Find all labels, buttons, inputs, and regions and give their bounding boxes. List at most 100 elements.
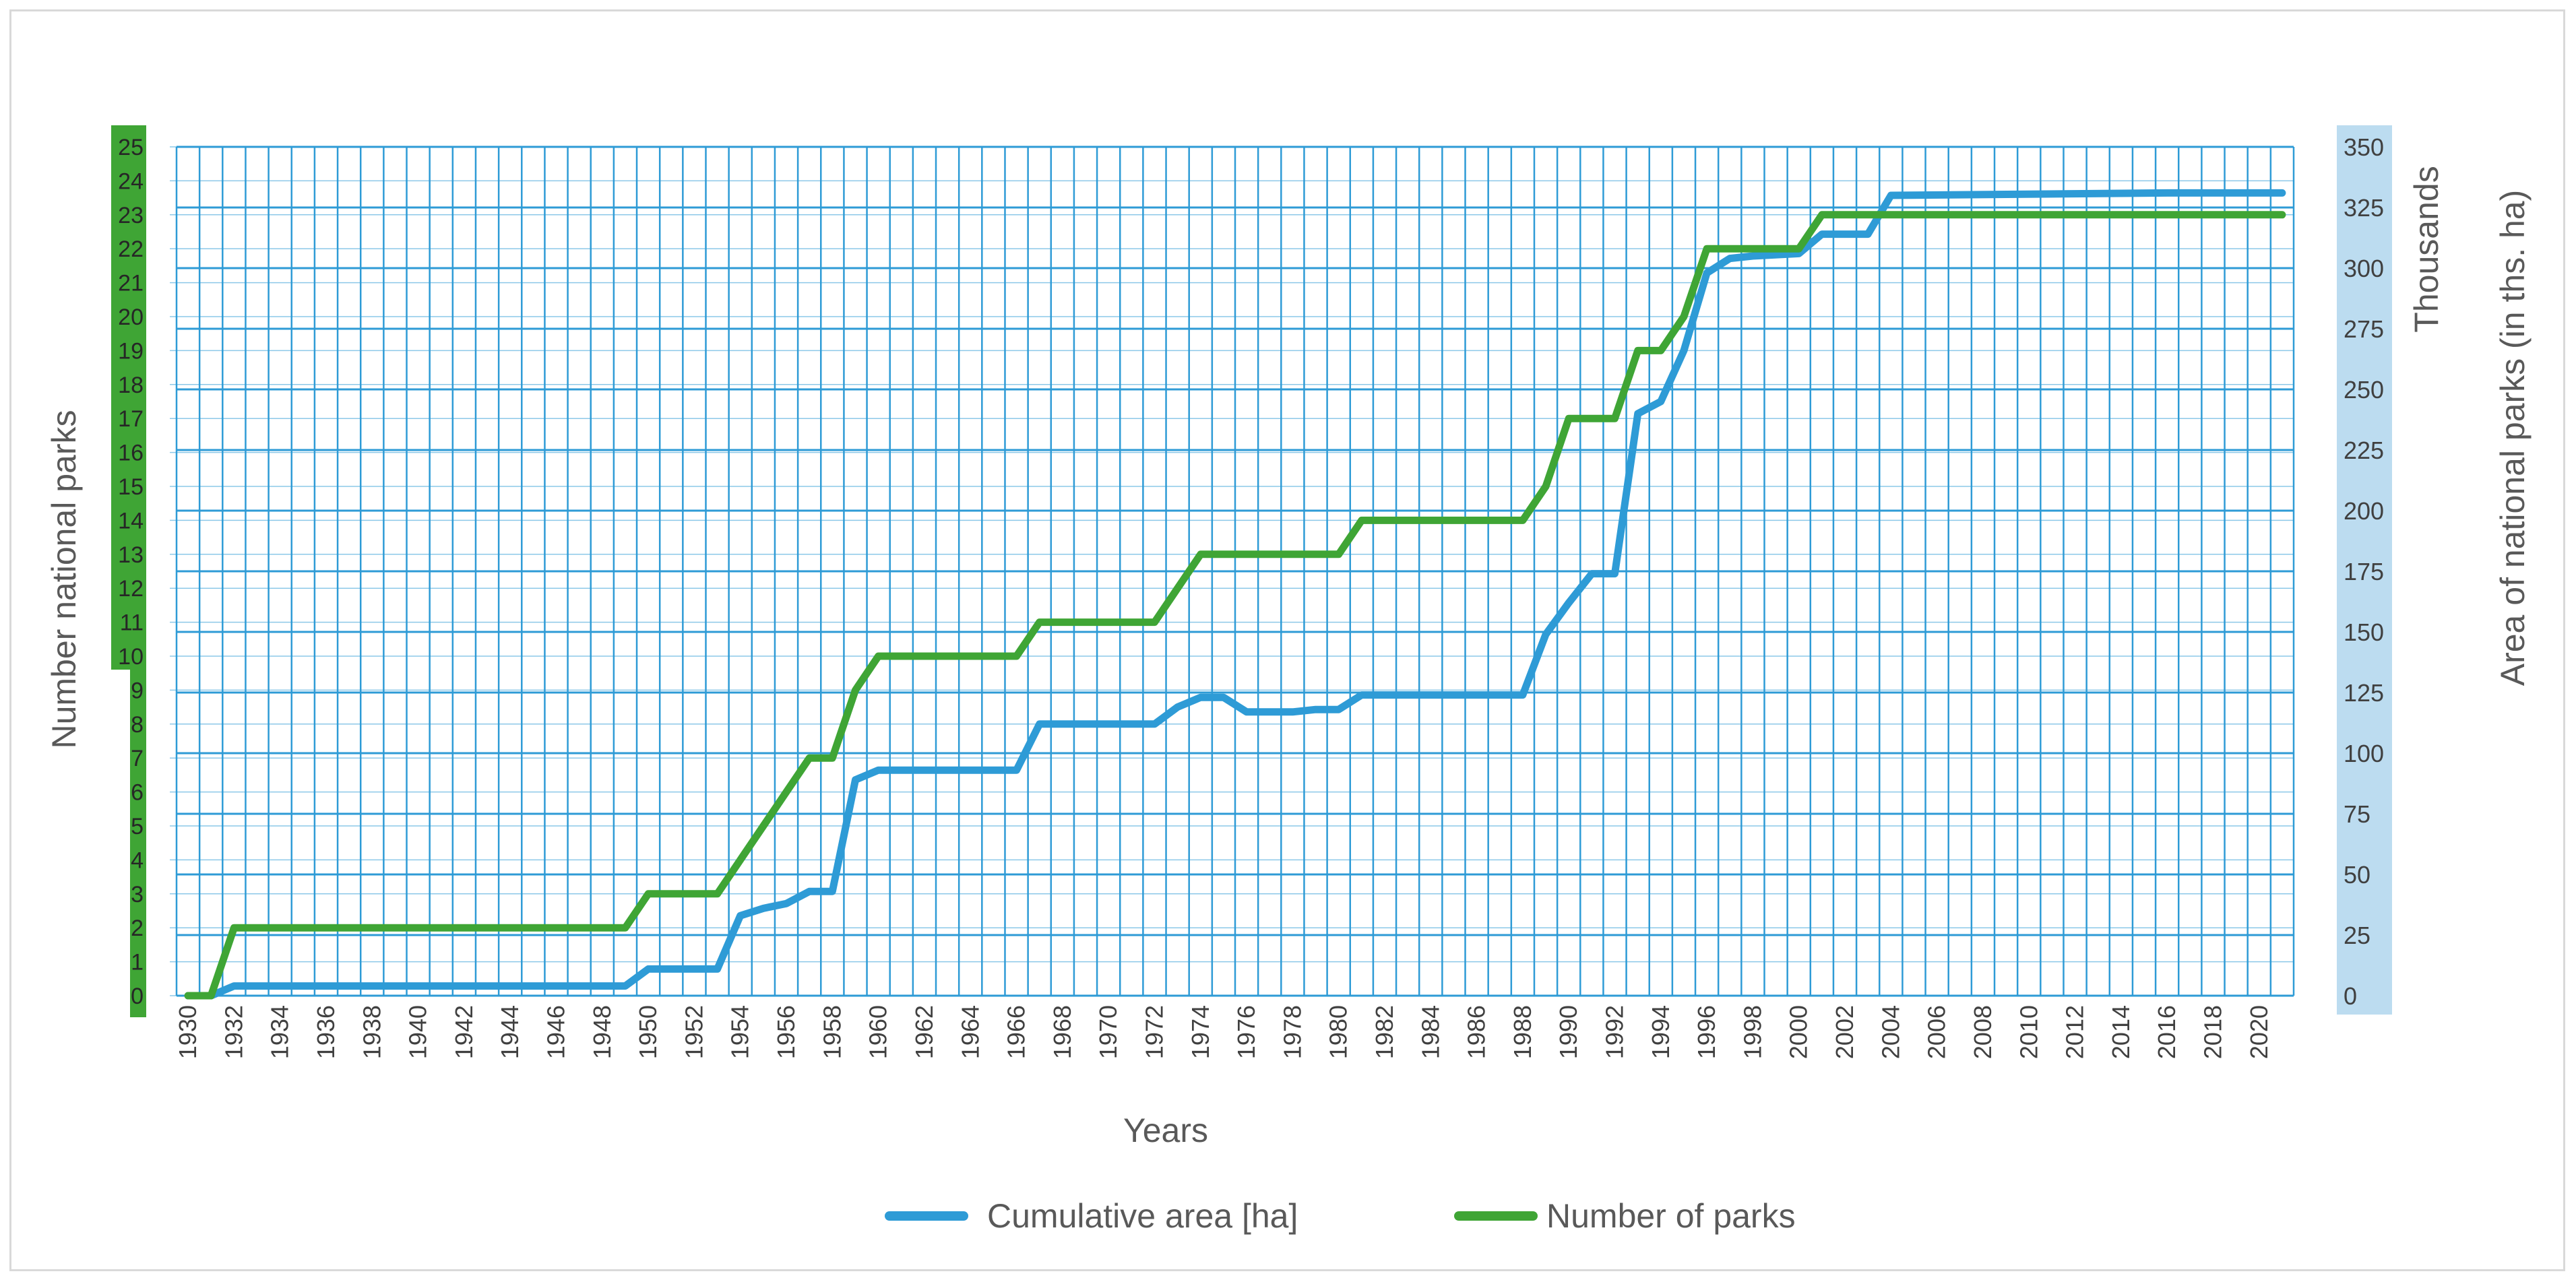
x-axis-tick-label: 1976 <box>1232 1005 1260 1059</box>
y-axis-left-tick-label: 2 <box>131 916 144 941</box>
x-axis-tick-label: 2002 <box>1831 1005 1858 1059</box>
x-axis-tick-label: 1930 <box>174 1005 201 1059</box>
y-axis-left-tick-label: 6 <box>131 780 144 806</box>
x-axis-tick-label: 1984 <box>1416 1005 1444 1059</box>
y-axis-left-tick-label: 10 <box>118 644 144 670</box>
y-axis-left-tick-label: 4 <box>131 847 144 873</box>
y-axis-left-tick-label: 1 <box>131 950 144 975</box>
x-axis-tick-label: 1986 <box>1463 1005 1490 1059</box>
y-axis-left-tick-label: 15 <box>118 474 144 500</box>
x-axis-tick-label: 2018 <box>2199 1005 2226 1059</box>
y-axis-left-title: Number national parks <box>45 410 83 748</box>
y-axis-right-tick-label: 0 <box>2344 982 2357 1010</box>
y-axis-right-tick-label: 325 <box>2344 194 2384 222</box>
y-axis-right-band <box>2337 125 2392 1015</box>
y-axis-left-tick-label: 0 <box>131 984 144 1009</box>
x-axis-tick-label: 1980 <box>1325 1005 1352 1059</box>
x-axis-tick-label: 1946 <box>542 1005 570 1059</box>
y-axis-left-tick-label: 25 <box>118 135 144 160</box>
x-axis-tick-label: 1934 <box>266 1005 294 1059</box>
x-axis-tick-label: 1942 <box>450 1005 478 1059</box>
x-axis-tick-label: 1964 <box>956 1005 984 1059</box>
x-axis-tick-label: 1932 <box>220 1005 247 1059</box>
x-axis-tick-label: 1956 <box>772 1005 800 1059</box>
x-axis-tick-label: 1970 <box>1094 1005 1122 1059</box>
x-axis-tick-label: 2010 <box>2015 1005 2042 1059</box>
legend-label-parks: Number of parks <box>1546 1197 1796 1235</box>
y-axis-left-tick-label: 13 <box>118 542 144 568</box>
x-axis-tick-label: 1992 <box>1601 1005 1629 1059</box>
series-line-number-of-parks <box>184 211 2286 1000</box>
x-axis-tick-label: 2004 <box>1877 1005 1904 1059</box>
y-axis-right-tick-label: 25 <box>2344 922 2370 949</box>
y-axis-left-tick-label: 23 <box>118 203 144 228</box>
y-axis-left-tick-label: 17 <box>118 406 144 432</box>
x-axis-tick-label: 1974 <box>1187 1005 1214 1059</box>
y-axis-left-tick-label: 22 <box>118 236 144 262</box>
x-axis-tick-label: 1978 <box>1278 1005 1306 1059</box>
y-axis-right-tick-label: 100 <box>2344 740 2384 767</box>
y-axis-right-tick-label: 275 <box>2344 315 2384 343</box>
x-axis-tick-label: 1958 <box>818 1005 846 1059</box>
x-axis-tick-label: 1996 <box>1693 1005 1720 1059</box>
x-axis-tick-label: 1990 <box>1554 1005 1582 1059</box>
y-axis-right-units: Thousands <box>2408 166 2445 332</box>
x-axis-tick-label: 1982 <box>1371 1005 1398 1059</box>
legend-label-area: Cumulative area [ha] <box>987 1197 1298 1235</box>
x-axis-tick-label: 1954 <box>726 1005 754 1059</box>
y-axis-right-tick-label: 175 <box>2344 558 2384 585</box>
y-axis-left-tick-label: 12 <box>118 576 144 602</box>
y-axis-right-tick-label: 50 <box>2344 861 2370 889</box>
y-axis-left-tick-label: 11 <box>120 610 144 636</box>
x-axis-tick-label: 1940 <box>404 1005 432 1059</box>
y-axis-right-tick-label: 300 <box>2344 255 2384 282</box>
y-axis-right-tick-label: 350 <box>2344 133 2384 161</box>
x-axis-tick-label: 1944 <box>496 1005 524 1059</box>
y-axis-right-tick-label: 150 <box>2344 618 2384 646</box>
x-axis-tick-label: 2014 <box>2107 1005 2135 1059</box>
y-axis-left-band-lower <box>130 670 146 1017</box>
y-axis-left-tick-label: 3 <box>131 882 144 907</box>
x-axis-title: Years <box>1123 1112 1208 1149</box>
y-axis-right-title: Area of national parks (in ths. ha) <box>2494 190 2532 686</box>
y-axis-left-tick-label: 20 <box>118 305 144 330</box>
x-axis-tick-label: 1938 <box>358 1005 385 1059</box>
y-axis-left-tick-label: 7 <box>131 746 144 771</box>
y-axis-right-tick-label: 200 <box>2344 497 2384 525</box>
y-axis-left-band-upper <box>111 125 146 670</box>
legend: Cumulative area [ha] Number of parks <box>885 1197 1796 1235</box>
y-axis-left-tick-label: 19 <box>118 338 144 364</box>
series-line-cumulative-area <box>184 189 2286 1000</box>
x-axis-tick-label: 2000 <box>1785 1005 1813 1059</box>
y-axis-left-tick-label: 16 <box>118 441 144 466</box>
chart-frame <box>9 9 2565 1271</box>
x-axis-tick-label: 1952 <box>680 1005 708 1059</box>
x-axis-tick-label: 1960 <box>865 1005 892 1059</box>
y-axis-left-tick-label: 8 <box>131 712 144 738</box>
x-axis-tick-label: 1966 <box>1003 1005 1030 1059</box>
y-axis-left-tick-label: 14 <box>118 508 144 534</box>
x-axis-tick-label: 1988 <box>1509 1005 1536 1059</box>
x-axis-tick-label: 2008 <box>1969 1005 1997 1059</box>
x-axis-tick-label: 1968 <box>1048 1005 1076 1059</box>
x-axis-tick-label: 2016 <box>2153 1005 2180 1059</box>
y-axis-left-tick-label: 18 <box>118 373 144 398</box>
x-axis-tick-label: 1994 <box>1647 1005 1674 1059</box>
x-axis-tick-label: 1936 <box>312 1005 340 1059</box>
x-axis-tick-label: 1950 <box>634 1005 662 1059</box>
y-axis-right-tick-label: 125 <box>2344 679 2384 707</box>
x-axis-tick-label: 2020 <box>2245 1005 2273 1059</box>
y-axis-left-tick-label: 24 <box>118 168 144 194</box>
y-axis-right-tick-label: 75 <box>2344 800 2370 828</box>
x-axis-tick-label: 2006 <box>1923 1005 1951 1059</box>
y-axis-right-tick-label: 250 <box>2344 376 2384 404</box>
y-axis-left-tick-label: 5 <box>131 814 144 839</box>
x-axis-tick-label: 1972 <box>1140 1005 1168 1059</box>
x-axis-tick-label: 1962 <box>910 1005 938 1059</box>
x-axis-tick-label: 1948 <box>588 1005 616 1059</box>
y-axis-right-tick-label: 225 <box>2344 437 2384 464</box>
x-axis-tick-label: 1998 <box>1738 1005 1766 1059</box>
x-axis-tick-label: 2012 <box>2061 1005 2089 1059</box>
y-axis-left-tick-label: 21 <box>118 271 144 296</box>
